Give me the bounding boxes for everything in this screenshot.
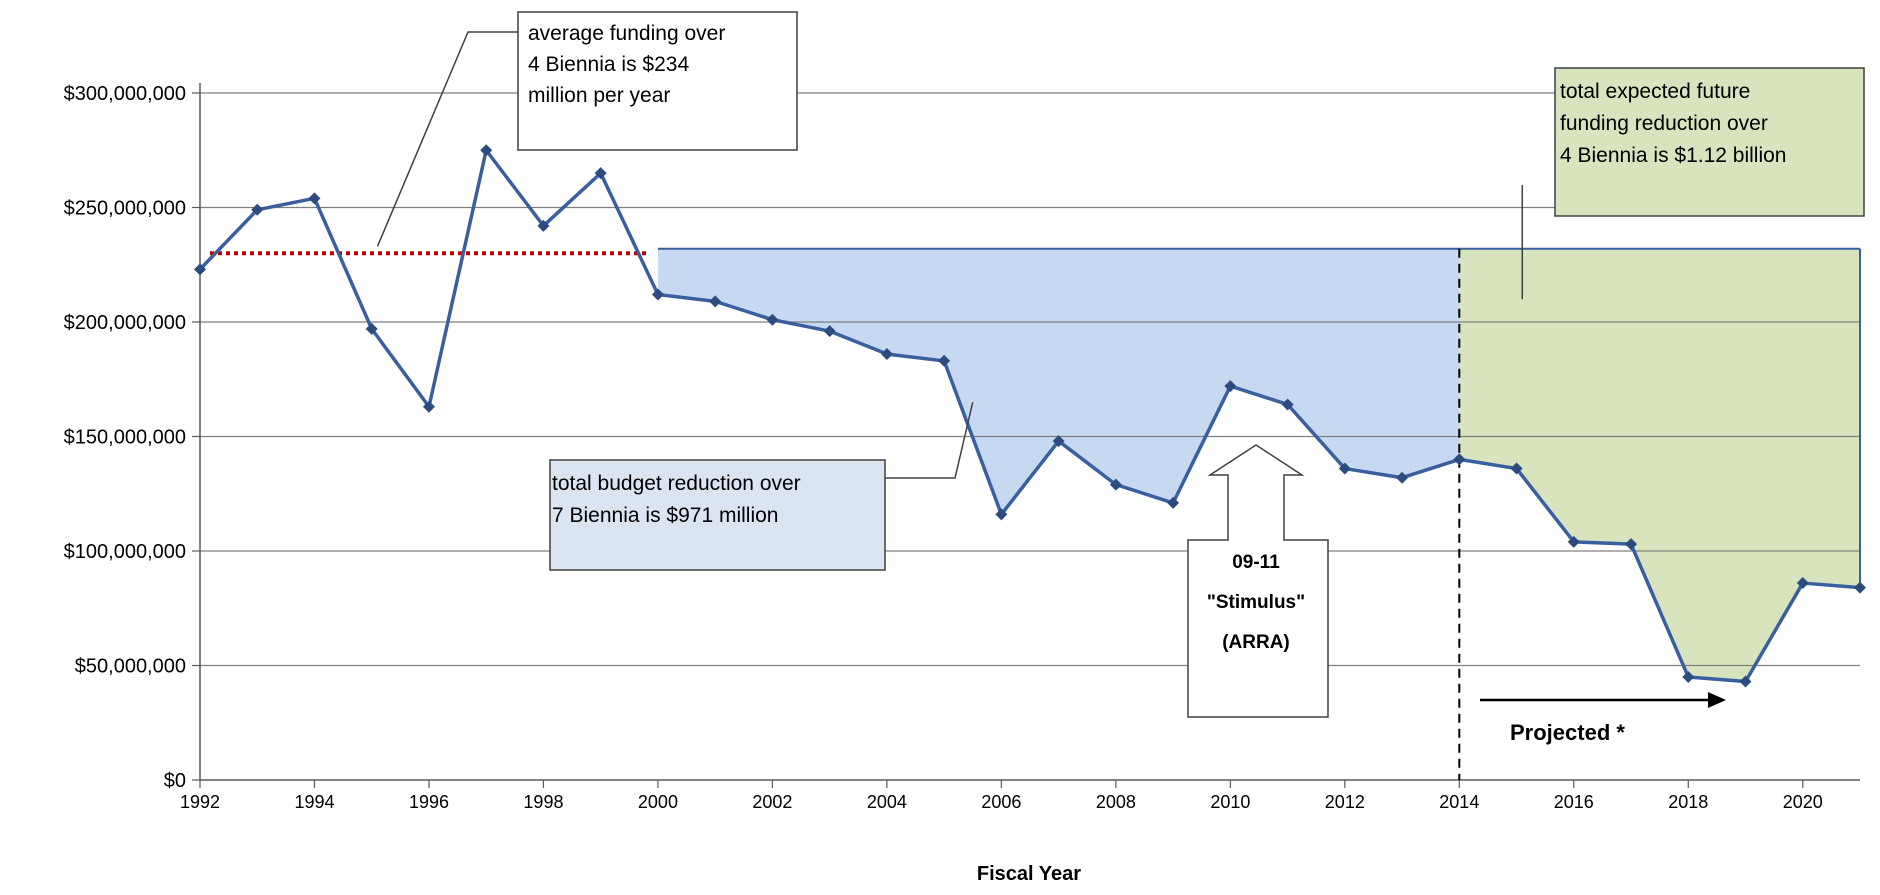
x-tick-label: 2002: [752, 792, 792, 812]
shaded-region-1: [657, 248, 1460, 515]
reference-lines: [210, 247, 1861, 780]
y-tick-label: $100,000,000: [64, 541, 186, 563]
data-point: [1682, 670, 1695, 683]
series-line: [198, 148, 1861, 684]
gridlines: [200, 92, 1860, 667]
projected-label: Projected *: [1510, 720, 1625, 745]
data-point: [1854, 581, 1866, 594]
data-point: [823, 325, 836, 338]
data-point: [1224, 380, 1237, 393]
future-reduction-text: funding reduction over: [1560, 112, 1768, 135]
x-tick-label: 2010: [1210, 792, 1250, 812]
data-point: [1338, 462, 1351, 475]
annotations: average funding over 4 Biennia is $234 mil…: [376, 11, 1865, 745]
average-funding-box: [517, 11, 798, 151]
data-point: [308, 192, 321, 205]
y-tick-label: $0: [164, 770, 186, 792]
x-tick-label: 1998: [523, 792, 563, 812]
data-point: [938, 354, 951, 367]
average-funding-text: million per year: [528, 84, 670, 107]
data-point: [251, 203, 264, 216]
stimulus-text: 09-11: [1232, 552, 1280, 573]
x-tick-label: 2008: [1096, 792, 1136, 812]
stimulus-arrow-box: [1187, 444, 1329, 718]
x-tick-label: 2006: [981, 792, 1021, 812]
x-tick-label: 2020: [1783, 792, 1823, 812]
data-point: [1796, 577, 1809, 590]
x-tick-label: 2014: [1439, 792, 1479, 812]
x-tick-label: 1992: [180, 792, 220, 812]
future-reduction-text: 4 Biennia is $1.12 billion: [1560, 144, 1787, 167]
x-tick-label: 2000: [638, 792, 678, 812]
y-tick-labels: $0 $50,000,000 $100,000,000 $150,000,000 $20…: [64, 83, 200, 792]
projected-arrow-head: [1708, 692, 1726, 708]
y-tick-label: $200,000,000: [64, 312, 186, 334]
y-tick-label: $150,000,000: [64, 427, 186, 449]
budget-reduction-text: 7 Biennia is $971 million: [552, 504, 778, 527]
data-point: [1625, 538, 1638, 551]
y-tick-label: $300,000,000: [64, 83, 186, 105]
budget-reduction-box: [549, 459, 886, 571]
axes: [199, 83, 1860, 781]
data-point: [995, 508, 1008, 521]
x-tick-label: 2016: [1554, 792, 1594, 812]
data-point: [766, 313, 779, 326]
average-funding-text: 4 Biennia is $234: [528, 53, 689, 76]
data-point: [480, 144, 493, 157]
data-point: [594, 167, 607, 180]
data-point: [1510, 462, 1523, 475]
stimulus-text: "Stimulus": [1207, 592, 1305, 613]
data-point: [1453, 453, 1466, 466]
data-point: [537, 219, 550, 232]
data-point: [651, 288, 664, 301]
y-tick-label: $50,000,000: [75, 656, 186, 678]
data-point: [1567, 535, 1580, 548]
data-point: [1739, 675, 1752, 688]
x-axis-label: Fiscal Year: [977, 863, 1081, 885]
data-point: [1167, 496, 1180, 509]
data-point: [1109, 478, 1122, 491]
x-tick-label: 2012: [1325, 792, 1365, 812]
x-tick-label: 1996: [409, 792, 449, 812]
data-point: [194, 263, 206, 276]
budget-callout-leader: [885, 401, 974, 479]
shaded-region-2: [1459, 248, 1860, 682]
data-point: [1052, 435, 1065, 448]
data-point: [365, 322, 378, 335]
data-point: [709, 295, 722, 308]
x-tick-label: 1994: [294, 792, 334, 812]
future-reduction-text: total expected future: [1560, 80, 1750, 103]
x-tick-labels: 1992 1994 1996 1998 2000 2002 2004 2006 2008 2010…: [180, 780, 1823, 812]
average-funding-text: average funding over: [528, 22, 725, 45]
future-reduction-box: [1554, 67, 1865, 217]
shaded-regions: [657, 248, 1860, 682]
average-callout-leader: [376, 31, 518, 247]
data-point: [880, 348, 893, 361]
x-tick-label: 2018: [1668, 792, 1708, 812]
data-point: [422, 400, 435, 413]
x-tick-label: 2004: [867, 792, 907, 812]
budget-reduction-text: total budget reduction over: [552, 472, 801, 495]
data-point: [1396, 471, 1409, 484]
y-tick-label: $250,000,000: [64, 198, 186, 220]
stimulus-text: (ARRA): [1222, 632, 1290, 653]
data-point: [1281, 398, 1294, 411]
data-series: [194, 144, 1866, 688]
